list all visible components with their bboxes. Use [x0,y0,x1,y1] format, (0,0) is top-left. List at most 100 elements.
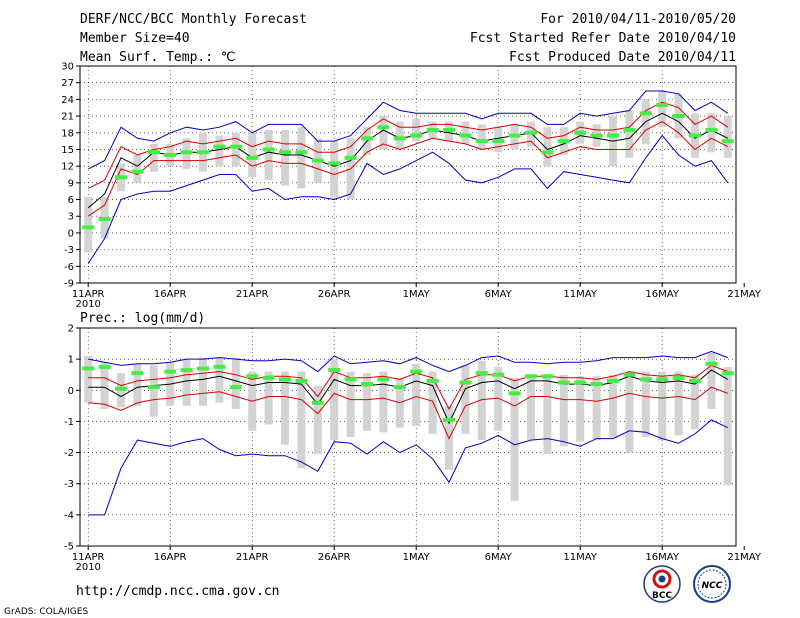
bcc-logo: BCC [643,565,681,603]
median-marker [426,127,439,132]
ensemble-range-bar [330,359,339,441]
fcst-start-date: Fcst Started Refer Date 2010/04/10 [470,31,736,46]
max-series-line [88,350,728,373]
median-marker [246,155,259,160]
min-series-line [87,134,729,264]
ensemble-range-bar [84,196,93,253]
median-marker [607,378,619,383]
median-marker [115,175,127,180]
ensemble-range-bar [461,121,470,144]
ensemble-range-bar [133,155,142,183]
y-tick-label: 27 [61,78,74,89]
ensemble-range-bar [723,366,732,486]
median-marker [262,375,275,380]
median-marker [147,150,160,155]
ensemble-range-bar [231,357,240,409]
median-marker [213,144,226,149]
ensemble-range-bar [84,356,93,403]
ensemble-range-bar [691,374,699,430]
median-marker [131,169,144,174]
precip-panel-title: Prec.: log(mm/d) [80,311,205,326]
member-size: Member Size=40 [80,31,190,46]
x-tick-label: 16APR [154,552,187,563]
ensemble-range-bar [674,371,683,436]
median-marker [410,133,423,138]
ensemble-range-bar [592,376,601,441]
median-marker [393,136,406,141]
x-tick-label: 26APR [318,289,351,300]
median-marker [672,114,685,119]
median-marker [459,133,472,138]
y-tick-label: 12 [61,162,74,173]
y-tick-label: 9 [68,178,74,189]
median-marker [213,364,226,369]
figure-title: DERF/NCC/BCC Monthly Forecast [80,12,307,27]
ensemble-range-bar [658,371,667,441]
y-tick-label: 0 [68,386,74,397]
footer-url[interactable]: http://cmdp.ncc.cma.gov.cn [76,584,280,599]
median-marker [98,364,111,369]
median-marker [410,369,423,374]
x-tick-label: 6MAY [485,289,513,300]
ensemble-range-bar [625,371,634,453]
y-tick-label: -3 [64,245,74,256]
x-tick-label: 21MAY [727,552,761,563]
ensemble-range-bar [133,363,142,406]
median-marker [689,133,701,138]
x-tick-label: 21APR [236,289,269,300]
y-tick-label: 30 [61,62,74,73]
ensemble-range-bar [215,357,224,403]
median-marker [197,150,209,155]
ensemble-range-bar [707,352,716,409]
median-marker [82,225,95,230]
y-tick-label: -5 [64,542,74,553]
median-marker [377,377,390,382]
ensemble-range-bar [149,143,158,172]
ensemble-range-bar [477,360,486,441]
ncc-logo-text: NCC [702,581,723,591]
median-marker [229,385,242,390]
y-tick-label: 3 [68,212,74,223]
y-tick-label: 24 [61,95,74,106]
x-tick-label: 16APR [154,289,187,300]
y-tick-label: -4 [64,510,74,521]
median-marker [525,130,537,135]
median-marker [295,378,308,383]
x-tick-label: 11APR [72,289,105,300]
x-tick-year-label: 2010 [75,299,100,310]
median-marker [541,374,554,379]
y-tick-label: 2 [68,324,74,335]
y-tick-label: -9 [64,279,74,290]
median-marker [361,382,373,387]
ensemble-range-bar [723,116,732,158]
ensemble-range-bar [609,374,617,437]
median-marker [475,371,488,376]
median-marker [311,400,324,405]
ensemble-range-bar [625,110,634,158]
median-marker [377,125,390,130]
median-marker [344,155,357,160]
median-marker [475,139,488,144]
ensemble-range-bar [477,124,486,150]
median-marker [279,377,291,382]
lower-series-line [87,121,729,217]
y-tick-label: -6 [64,262,74,273]
x-tick-label: 21MAY [727,289,761,300]
ensemble-range-bar [297,371,306,469]
mean-series-line [87,112,729,209]
max-series-line [87,90,729,170]
median-marker [115,386,127,391]
median-marker [279,150,291,155]
ensemble-range-bar [281,129,289,186]
ensemble-range-bar [346,371,355,437]
median-marker [639,111,652,116]
ensemble-range-bar [182,359,191,406]
ensemble-range-bar [100,362,109,409]
x-tick-label: 16MAY [645,552,679,563]
median-marker [328,161,341,166]
median-marker [164,369,177,374]
median-marker [492,372,505,377]
